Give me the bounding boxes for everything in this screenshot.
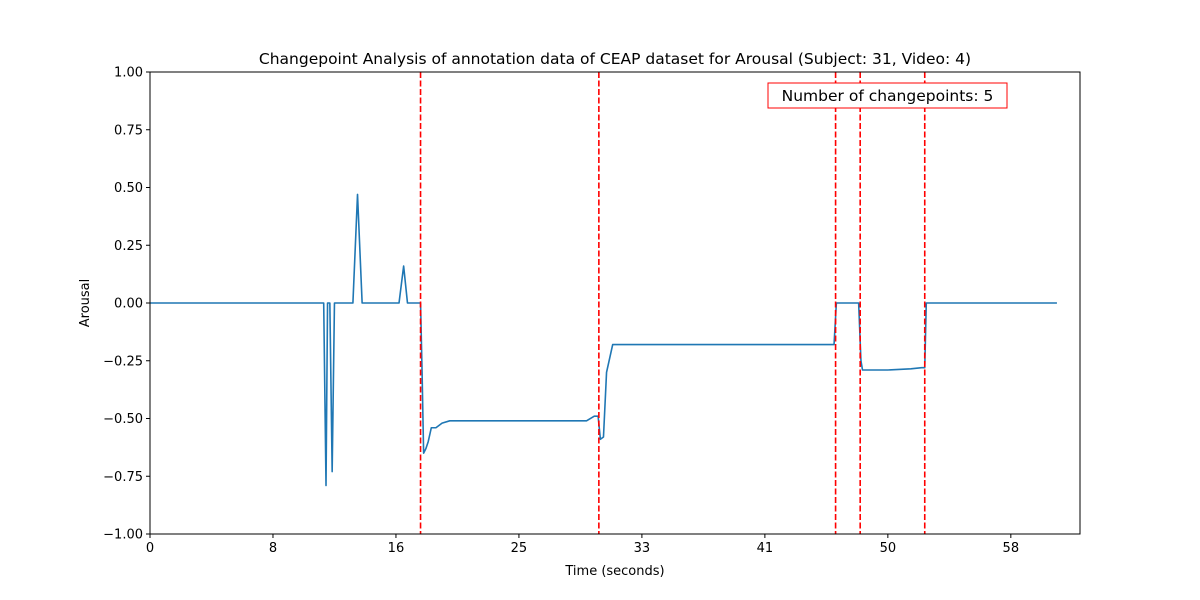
y-tick-label: 0.00 xyxy=(114,297,143,312)
y-tick-label: 0.25 xyxy=(114,239,143,254)
plot-area xyxy=(150,72,1057,534)
x-tick-label: 50 xyxy=(880,541,897,556)
x-tick-label: 58 xyxy=(1003,541,1020,556)
y-tick-label: −0.50 xyxy=(103,412,143,427)
y-tick-label: 0.75 xyxy=(114,123,143,138)
y-tick-label: 0.50 xyxy=(114,181,143,196)
annotation-text: Number of changepoints: 5 xyxy=(782,87,994,105)
changepoint-count-annotation: Number of changepoints: 5 xyxy=(767,82,1008,109)
x-tick-label: 41 xyxy=(757,541,774,556)
x-tick-label: 0 xyxy=(146,541,154,556)
y-tick-label: 1.00 xyxy=(114,66,143,81)
series-line xyxy=(150,193,1057,487)
y-tick-label: −1.00 xyxy=(103,528,143,543)
x-tick-label: 25 xyxy=(511,541,528,556)
annotation-box xyxy=(767,82,1008,109)
y-axis: 1.00 0.75 0.50 0.25 0.00 −0.25 −0.50 −0.75 −1.00 xyxy=(103,66,150,543)
y-axis-label: Arousal xyxy=(78,279,93,328)
x-axis-label: Time (seconds) xyxy=(564,564,664,579)
x-axis: 0 8 16 25 33 41 50 58 xyxy=(146,534,1019,556)
chart-title: Changepoint Analysis of annotation data … xyxy=(259,50,971,68)
y-tick-label: −0.75 xyxy=(103,470,143,485)
y-tick-label: −0.25 xyxy=(103,354,143,369)
x-tick-label: 16 xyxy=(388,541,405,556)
x-tick-label: 33 xyxy=(634,541,651,556)
x-tick-label: 8 xyxy=(269,541,277,556)
